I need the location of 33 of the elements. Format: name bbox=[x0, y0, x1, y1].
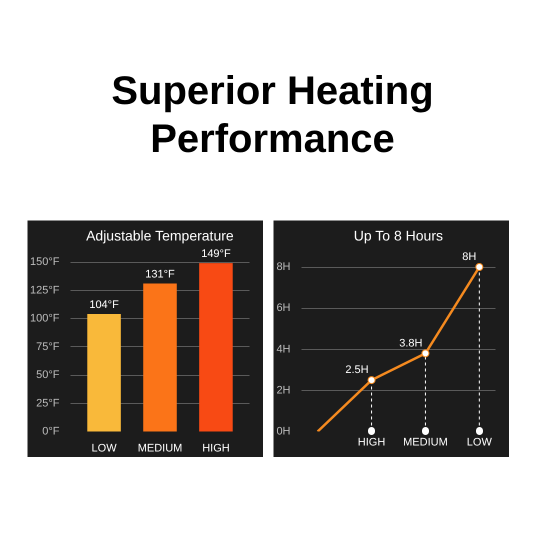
point bbox=[475, 263, 484, 271]
data-label: 2.5H bbox=[345, 364, 369, 376]
y-tick-label: 125°F bbox=[30, 284, 60, 296]
chart-title: Adjustable Temperature bbox=[86, 228, 234, 244]
y-tick-label: 100°F bbox=[30, 312, 60, 325]
y-tick-label: 75°F bbox=[36, 340, 60, 353]
x-tick-label: HIGH bbox=[358, 436, 386, 448]
data-label: 8H bbox=[462, 251, 476, 264]
y-tick-label: 2H bbox=[276, 384, 291, 396]
bar bbox=[199, 263, 233, 432]
y-tick-label: 4H bbox=[276, 343, 291, 356]
y-tick-label: 25°F bbox=[36, 397, 60, 410]
text: Superior Heating Performance bbox=[110, 68, 435, 163]
x-tick-label: MEDIUM bbox=[403, 436, 448, 448]
point bbox=[421, 349, 430, 358]
data-label: 149°F bbox=[201, 248, 231, 260]
x-tick-label: LOW bbox=[92, 442, 118, 454]
data-label: 3.8H bbox=[399, 337, 422, 350]
point bbox=[368, 376, 376, 384]
y-tick-label: 8H bbox=[276, 261, 291, 274]
data-label: 104°F bbox=[89, 299, 120, 312]
x-tick-label: HIGH bbox=[202, 442, 230, 454]
data-label: 131°F bbox=[145, 268, 176, 281]
x-tick-label: MEDIUM bbox=[138, 442, 182, 454]
chart-title: Up To 8 Hours bbox=[354, 228, 443, 244]
x-tick-label: LOW bbox=[466, 436, 492, 448]
y-tick-label: 0H bbox=[276, 426, 291, 438]
bar bbox=[87, 314, 121, 432]
y-tick-label: 50°F bbox=[36, 369, 60, 382]
y-tick-label: 0°F bbox=[42, 426, 60, 438]
y-tick-label: 150°F bbox=[30, 256, 60, 268]
y-tick-label: 6H bbox=[276, 302, 291, 314]
bar bbox=[143, 284, 177, 432]
